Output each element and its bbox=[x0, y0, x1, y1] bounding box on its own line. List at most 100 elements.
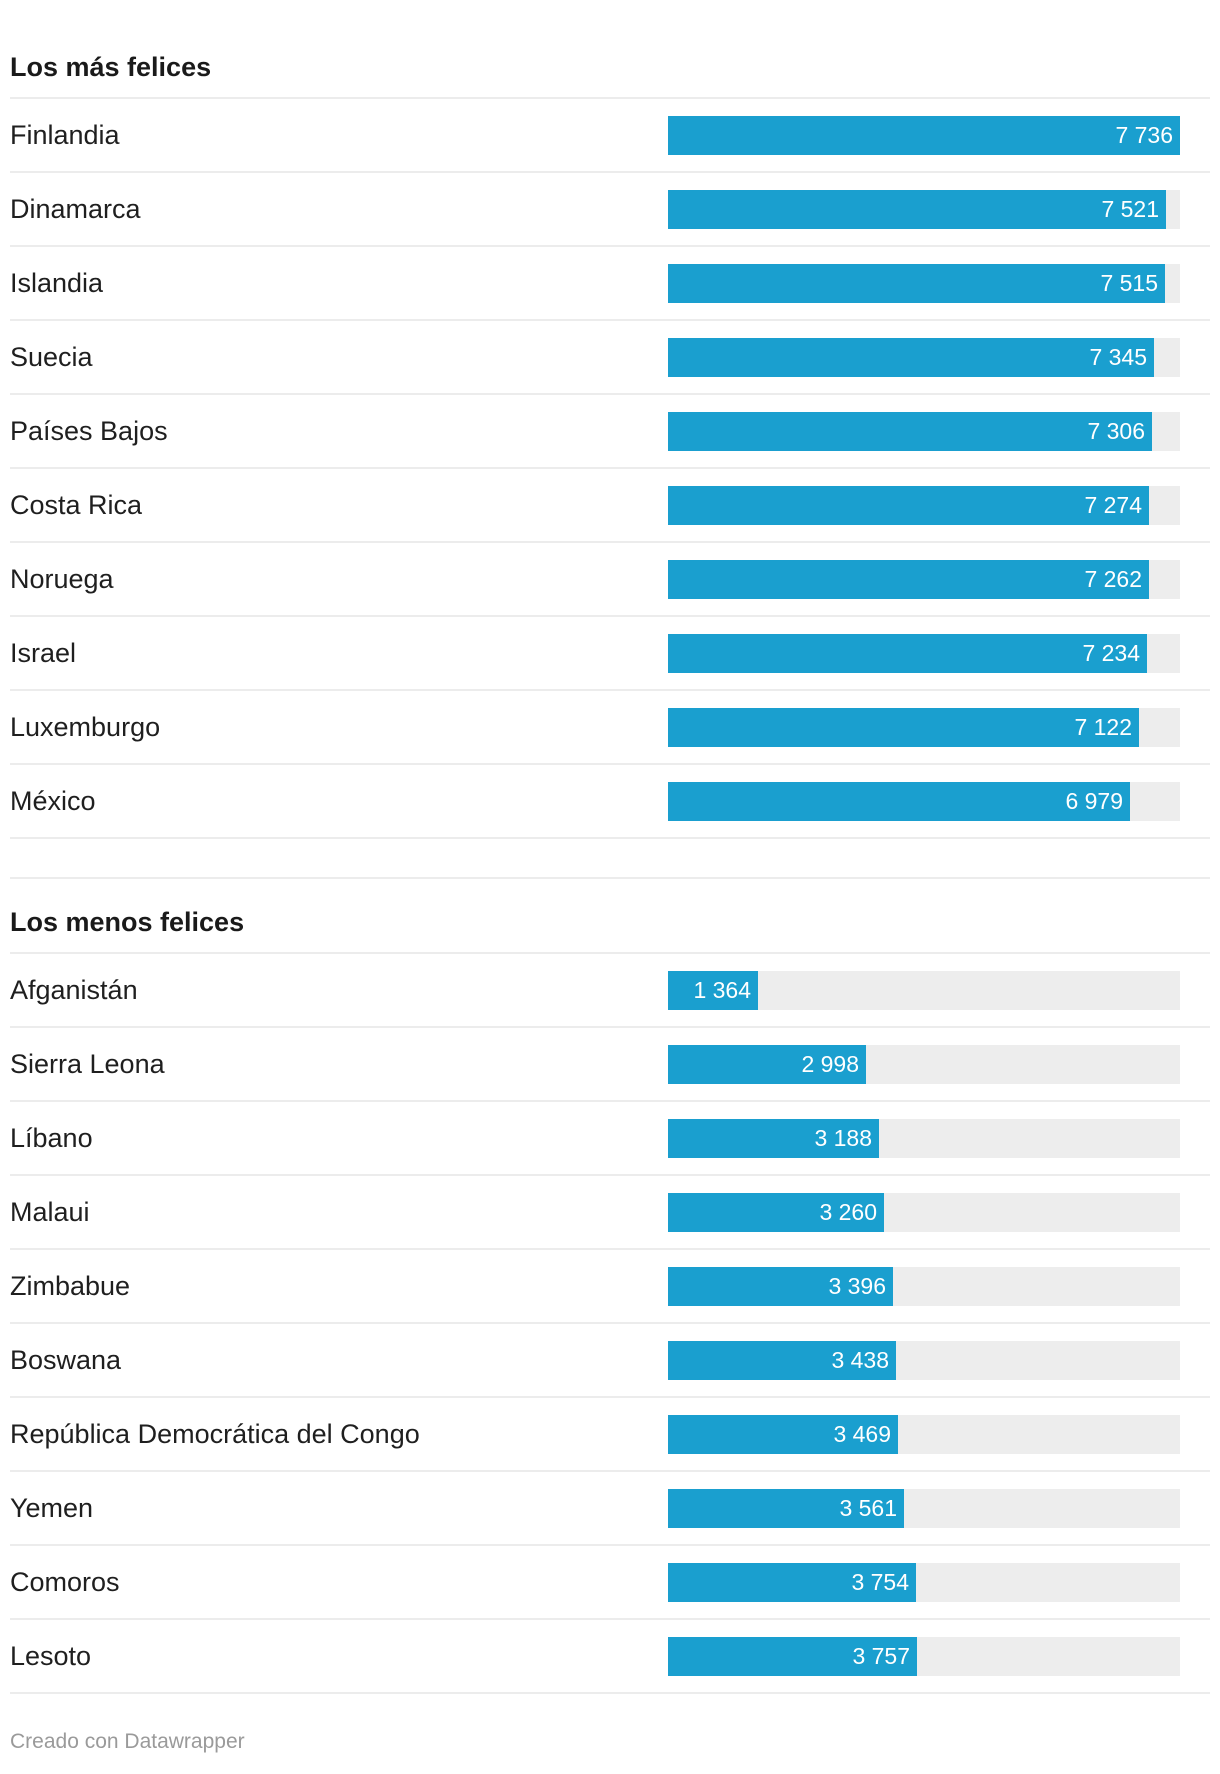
bar: 7 262 bbox=[668, 560, 1149, 599]
bar: 3 757 bbox=[668, 1637, 917, 1676]
category-label: Israel bbox=[10, 638, 77, 668]
rows-happiest: Finlandia 7 736 Dinamarca 7 521 Islandia 7 51… bbox=[10, 99, 1210, 839]
bar-row: Israel 7 234 bbox=[10, 617, 1210, 691]
bar-track: 7 521 bbox=[668, 190, 1180, 229]
category-label: Lesoto bbox=[10, 1641, 92, 1671]
data-label: 3 188 bbox=[814, 1125, 872, 1151]
category-label: Finlandia bbox=[10, 120, 120, 150]
bar-row: Malaui 3 260 bbox=[10, 1176, 1210, 1250]
category-label: Noruega bbox=[10, 564, 114, 594]
bar-track: 7 274 bbox=[668, 486, 1180, 525]
bar-track: 1 364 bbox=[668, 971, 1180, 1010]
section-least-happy: Los menos felices Afganistán 1 364 Sierra … bbox=[10, 879, 1210, 1694]
bar: 3 561 bbox=[668, 1489, 904, 1528]
bar: 7 345 bbox=[668, 338, 1154, 377]
bar: 7 521 bbox=[668, 190, 1166, 229]
category-label: Suecia bbox=[10, 342, 93, 372]
data-label: 1 364 bbox=[693, 977, 751, 1003]
data-label: 2 998 bbox=[801, 1051, 859, 1077]
bar-row: Yemen 3 561 bbox=[10, 1472, 1210, 1546]
data-label: 7 262 bbox=[1084, 566, 1142, 592]
bar-track: 3 438 bbox=[668, 1341, 1180, 1380]
bar-track: 2 998 bbox=[668, 1045, 1180, 1084]
bar-row: Costa Rica 7 274 bbox=[10, 469, 1210, 543]
bar-track: 7 515 bbox=[668, 264, 1180, 303]
rows-least-happy: Afganistán 1 364 Sierra Leona 2 998 Líbano 3 … bbox=[10, 954, 1210, 1694]
category-label: Países Bajos bbox=[10, 416, 168, 446]
category-label: Dinamarca bbox=[10, 194, 141, 224]
bar-track: 6 979 bbox=[668, 782, 1180, 821]
bar: 3 754 bbox=[668, 1563, 916, 1602]
category-label: Islandia bbox=[10, 268, 104, 298]
bar-row: Líbano 3 188 bbox=[10, 1102, 1210, 1176]
category-label: Luxemburgo bbox=[10, 712, 161, 742]
bar: 1 364 bbox=[668, 971, 758, 1010]
bar: 2 998 bbox=[668, 1045, 866, 1084]
category-label: Comoros bbox=[10, 1567, 120, 1597]
bar-track: 3 188 bbox=[668, 1119, 1180, 1158]
bar: 3 260 bbox=[668, 1193, 884, 1232]
category-label: República Democrática del Congo bbox=[10, 1419, 420, 1449]
category-label: Zimbabue bbox=[10, 1271, 131, 1301]
bar-track: 7 234 bbox=[668, 634, 1180, 673]
bar-row: República Democrática del Congo 3 469 bbox=[10, 1398, 1210, 1472]
bar-row: México 6 979 bbox=[10, 765, 1210, 839]
bar: 3 438 bbox=[668, 1341, 896, 1380]
bar-row: Noruega 7 262 bbox=[10, 543, 1210, 617]
bar-track: 3 260 bbox=[668, 1193, 1180, 1232]
data-label: 7 234 bbox=[1082, 640, 1140, 666]
data-label: 3 438 bbox=[831, 1347, 889, 1373]
section-title-least-happy: Los menos felices bbox=[10, 879, 1210, 954]
bar-row: Dinamarca 7 521 bbox=[10, 173, 1210, 247]
data-label: 3 469 bbox=[833, 1421, 891, 1447]
category-label: Costa Rica bbox=[10, 490, 143, 520]
category-label: Líbano bbox=[10, 1123, 93, 1153]
data-label: 7 274 bbox=[1084, 492, 1142, 518]
data-label: 7 122 bbox=[1074, 714, 1132, 740]
bar-track: 7 306 bbox=[668, 412, 1180, 451]
data-label: 7 515 bbox=[1100, 270, 1158, 296]
category-label: Malaui bbox=[10, 1197, 90, 1227]
bar-track: 7 736 bbox=[668, 116, 1180, 155]
bar-row: Comoros 3 754 bbox=[10, 1546, 1210, 1620]
bar-track: 7 262 bbox=[668, 560, 1180, 599]
section-title-happiest: Los más felices bbox=[10, 24, 1210, 99]
data-label: 7 345 bbox=[1089, 344, 1147, 370]
bar-track: 3 561 bbox=[668, 1489, 1180, 1528]
section-happiest: Los más felices Finlandia 7 736 Dinamarca 7… bbox=[10, 24, 1210, 839]
bar: 3 188 bbox=[668, 1119, 879, 1158]
data-label: 7 306 bbox=[1087, 418, 1145, 444]
data-label: 3 396 bbox=[828, 1273, 886, 1299]
bar: 3 469 bbox=[668, 1415, 898, 1454]
bar-row: Boswana 3 438 bbox=[10, 1324, 1210, 1398]
bar: 7 274 bbox=[668, 486, 1149, 525]
bar: 7 736 bbox=[668, 116, 1180, 155]
data-label: 7 736 bbox=[1115, 122, 1173, 148]
bar-track: 7 345 bbox=[668, 338, 1180, 377]
bar-row: Lesoto 3 757 bbox=[10, 1620, 1210, 1694]
bar-chart: Los más felices Finlandia 7 736 Dinamarca 7… bbox=[10, 24, 1210, 1694]
bar-row: Islandia 7 515 bbox=[10, 247, 1210, 321]
bar: 7 234 bbox=[668, 634, 1147, 673]
bar: 7 122 bbox=[668, 708, 1139, 747]
bar-row: Finlandia 7 736 bbox=[10, 99, 1210, 173]
bar: 7 306 bbox=[668, 412, 1152, 451]
bar-row: Zimbabue 3 396 bbox=[10, 1250, 1210, 1324]
bar: 7 515 bbox=[668, 264, 1165, 303]
category-label: Afganistán bbox=[10, 975, 138, 1005]
data-label: 7 521 bbox=[1101, 196, 1159, 222]
bar-row: Afganistán 1 364 bbox=[10, 954, 1210, 1028]
data-label: 6 979 bbox=[1065, 788, 1123, 814]
data-label: 3 561 bbox=[839, 1495, 897, 1521]
data-label: 3 260 bbox=[819, 1199, 877, 1225]
section-divider bbox=[10, 839, 1210, 879]
data-label: 3 757 bbox=[852, 1643, 910, 1669]
bar-row: Países Bajos 7 306 bbox=[10, 395, 1210, 469]
footer-credit[interactable]: Creado con Datawrapper bbox=[10, 1730, 245, 1753]
category-label: México bbox=[10, 786, 96, 816]
bar: 3 396 bbox=[668, 1267, 893, 1306]
bar-row: Sierra Leona 2 998 bbox=[10, 1028, 1210, 1102]
bar-track: 3 754 bbox=[668, 1563, 1180, 1602]
bar-track: 7 122 bbox=[668, 708, 1180, 747]
data-label: 3 754 bbox=[851, 1569, 909, 1595]
